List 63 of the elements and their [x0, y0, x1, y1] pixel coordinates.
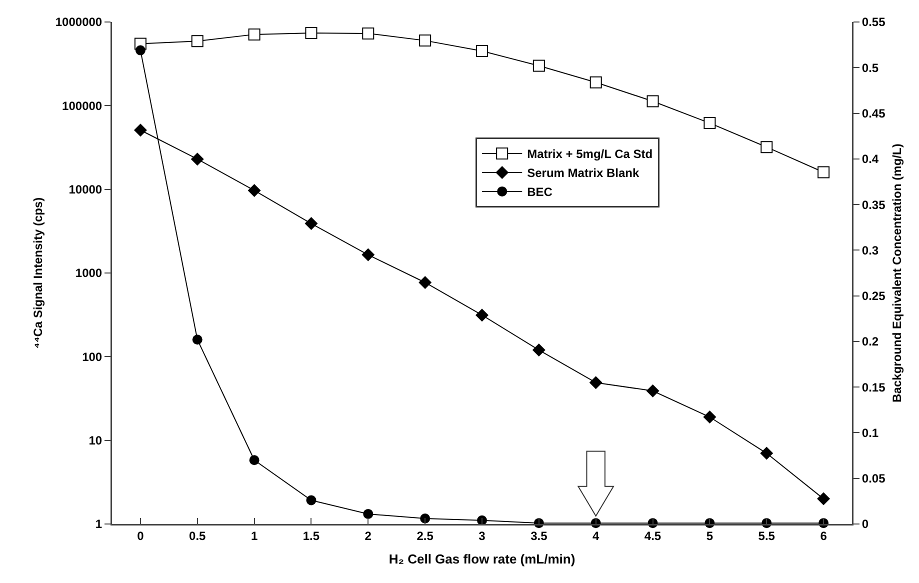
y-tick-label: 1	[95, 517, 102, 532]
x-tick-label: 0.5	[189, 528, 206, 543]
point	[704, 117, 716, 130]
point	[703, 410, 716, 424]
y2-tick-label: 0.35	[862, 198, 886, 212]
x-tick-label: 2.5	[416, 528, 434, 543]
y2-tick-label: 0.3	[862, 243, 879, 258]
x-axis-title: H₂ Cell Gas flow rate (mL/min)	[388, 551, 576, 566]
y-tick-label: 1000000	[55, 15, 102, 30]
point	[362, 27, 374, 40]
point	[190, 152, 204, 166]
point	[191, 35, 204, 48]
y2-tick-label: 0.5	[862, 60, 879, 75]
point	[304, 217, 318, 230]
y-tick-label: 1000	[75, 266, 102, 280]
x-tick-label: 1	[250, 528, 258, 543]
y-tick-label: 10000	[68, 182, 102, 197]
point	[760, 446, 774, 460]
point	[476, 308, 488, 322]
y-tick-label: 100	[82, 350, 102, 364]
y2-tick-label: 0.45	[862, 106, 886, 120]
legend-label: Matrix + 5mg/L Ca Std	[527, 147, 653, 162]
point	[362, 248, 375, 262]
point	[589, 376, 602, 390]
point	[646, 384, 660, 398]
x-tick-label: 2	[364, 528, 372, 543]
point	[817, 492, 830, 506]
point	[760, 141, 773, 154]
point	[305, 26, 318, 39]
point	[248, 184, 261, 197]
x-tick-label: 3	[478, 528, 486, 543]
point	[248, 28, 260, 40]
y-axis-title: ⁴⁴Ca Signal Intensity (cps)	[30, 197, 45, 349]
point	[818, 166, 830, 178]
point	[419, 34, 432, 47]
x-tick-label: 5	[706, 528, 714, 543]
y-tick-label: 100000	[62, 98, 102, 113]
x-tick-label: 0	[137, 528, 144, 543]
y2-tick-label: 0.2	[862, 334, 879, 349]
y2-axis-title: Background Equivalent Concentration (mg/L)	[890, 144, 904, 402]
y2-tick-label: 0.05	[862, 472, 886, 486]
point	[646, 95, 659, 108]
x-tick-label: 1.5	[302, 528, 320, 543]
y2-tick-label: 0.1	[862, 426, 879, 440]
point	[476, 45, 488, 58]
y2-tick-label: 0.15	[862, 380, 886, 394]
point	[532, 60, 545, 72]
y2-tick-label: 0.25	[862, 289, 886, 304]
x-tick-label: 3.5	[530, 528, 548, 543]
x-tick-label: 6	[820, 528, 828, 543]
legend-label: BEC	[527, 185, 553, 200]
y2-tick-label: 0.4	[862, 152, 879, 166]
x-tick-label: 4.5	[644, 528, 662, 543]
y2-tick-label: 0.55	[862, 15, 886, 30]
point	[590, 76, 602, 88]
legend-label: Serum Matrix Blank	[527, 166, 640, 180]
y2-tick-label: 0	[862, 517, 869, 532]
point	[418, 276, 432, 289]
point	[532, 344, 546, 357]
y-tick-label: 10	[88, 434, 102, 448]
x-tick-label: 4	[592, 528, 600, 543]
point	[134, 124, 147, 137]
x-tick-label: 5.5	[758, 528, 776, 543]
